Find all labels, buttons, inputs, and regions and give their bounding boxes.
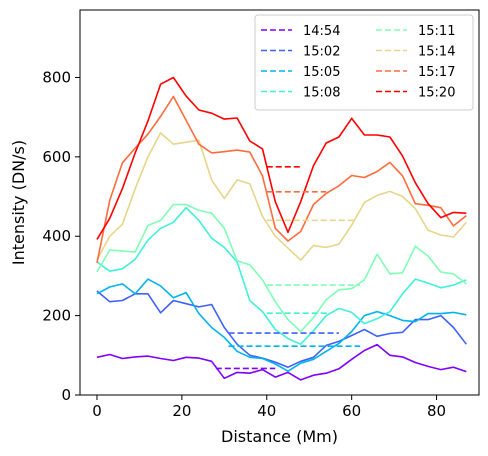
legend-label-15-20: 15:20 <box>418 86 455 101</box>
legend-label-15-17: 15:17 <box>418 65 455 80</box>
series-line-15-08 <box>96 206 467 346</box>
y-tick-label: 600 <box>42 148 71 166</box>
series-line-15-02 <box>96 290 467 369</box>
plot-area <box>79 9 480 396</box>
legend-box <box>254 14 474 111</box>
legend-label-15-02: 15:02 <box>303 45 340 60</box>
x-axis: 0 20 40 60 80 <box>92 395 446 420</box>
y-axis-label: Intensity (DN/s) <box>9 140 28 265</box>
series-line-14-54 <box>96 343 467 381</box>
legend-label-14-54: 14:54 <box>303 24 340 39</box>
series-line-15-14 <box>96 132 467 261</box>
y-tick-label: 0 <box>61 386 71 404</box>
x-tick-label: 40 <box>257 402 276 420</box>
x-axis-label: Distance (Mm) <box>221 427 338 446</box>
legend-label-15-11: 15:11 <box>418 24 455 39</box>
y-tick-label: 400 <box>42 227 71 245</box>
x-tick-label: 60 <box>342 402 361 420</box>
x-tick-label: 20 <box>172 402 191 420</box>
series-line-15-05 <box>96 278 467 373</box>
y-axis: 0 200 400 600 800 <box>42 68 80 404</box>
x-tick-label: 0 <box>92 402 102 420</box>
series-line-15-17 <box>96 95 467 263</box>
legend-label-15-14: 15:14 <box>418 45 455 60</box>
plot-frame <box>79 9 480 396</box>
legend-label-15-08: 15:08 <box>303 86 340 101</box>
series-line-15-11 <box>96 203 467 333</box>
mean-level-layer <box>215 165 361 370</box>
y-tick-label: 200 <box>42 307 71 325</box>
series-layer <box>96 76 467 381</box>
series-line-15-20 <box>96 76 467 240</box>
x-tick-label: 80 <box>427 402 446 420</box>
y-tick-label: 800 <box>42 68 71 86</box>
legend-label-15-05: 15:05 <box>303 65 340 80</box>
legend: 14:54 15:02 15:05 15:08 15:11 15:14 15:17 15:20 <box>254 14 474 111</box>
